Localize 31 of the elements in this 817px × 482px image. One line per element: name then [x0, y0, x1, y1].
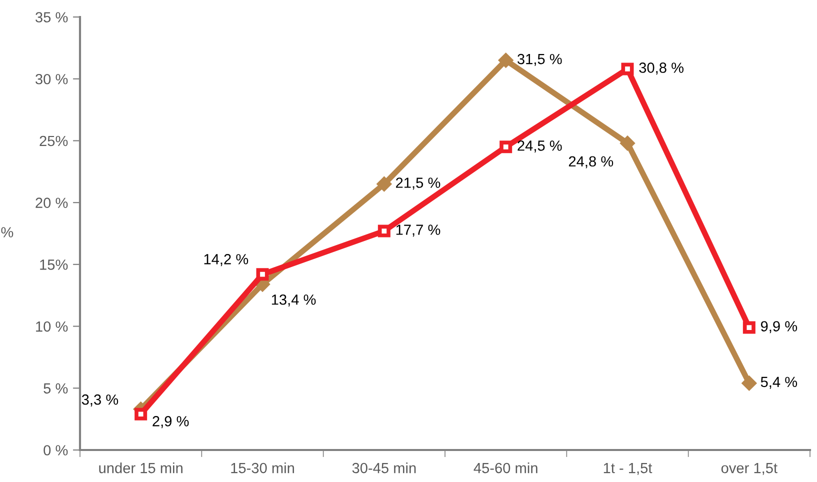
data-label: 24,5 % — [518, 140, 562, 153]
x-tick-label: under 15 min — [99, 462, 182, 474]
data-label: 21,5 % — [396, 178, 440, 190]
point — [376, 176, 392, 192]
point — [742, 376, 757, 391]
data-label: 31,5 % — [518, 54, 562, 66]
x-tick-label: 45-60 min — [474, 462, 538, 474]
y-tick-label: 35 % — [36, 12, 68, 22]
y-tick-label: 20 % — [36, 198, 68, 208]
y-tick-label: 15% — [40, 260, 68, 270]
y-axis-title: % — [1, 227, 14, 238]
data-label: 3,3 % — [82, 394, 118, 406]
y-tick-label: 10 % — [36, 321, 68, 332]
data-label: 17,7 % — [396, 224, 440, 237]
y-tick-label: 5 % — [44, 383, 68, 394]
point — [620, 136, 636, 151]
data-label: 5,4 % — [760, 376, 798, 389]
data-label: 9,9 % — [760, 321, 798, 334]
data-label: 2,9 % — [152, 416, 189, 428]
y-tick-label: 30 % — [36, 74, 68, 84]
x-tick-label: over 1,5t — [721, 463, 778, 475]
data-label: 14,2 % — [204, 254, 248, 266]
data-label: 13,4 % — [272, 294, 316, 307]
x-tick-label: 30-45 min — [352, 462, 416, 474]
y-tick-label: 0 % — [44, 445, 68, 456]
data-label: 30,8 % — [639, 62, 684, 75]
x-tick-label: 15-30 min — [231, 462, 294, 474]
data-label: 24,8 % — [568, 156, 614, 168]
x-tick-label: 1t - 1,5t — [604, 463, 652, 475]
y-tick-label: 25% — [40, 136, 68, 146]
point — [498, 52, 514, 68]
